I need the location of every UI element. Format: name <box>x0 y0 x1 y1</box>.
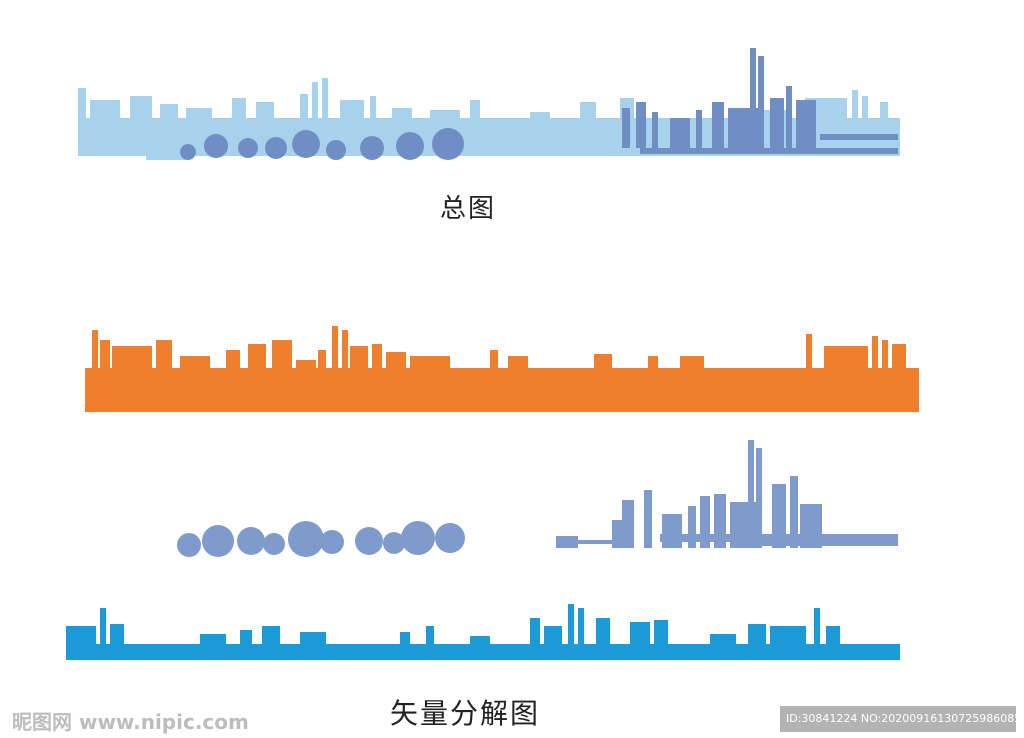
id-watermark-text: ID:30841224 NO:20200916130725986085 <box>786 712 1022 725</box>
overview-label: 总图 <box>440 194 497 224</box>
vector-breakdown-label: 矢量分解图 <box>390 697 541 730</box>
id-watermark: ID:30841224 NO:20200916130725986085 <box>780 706 1022 732</box>
site-watermark: 昵图网 www.nipic.com <box>12 710 249 734</box>
